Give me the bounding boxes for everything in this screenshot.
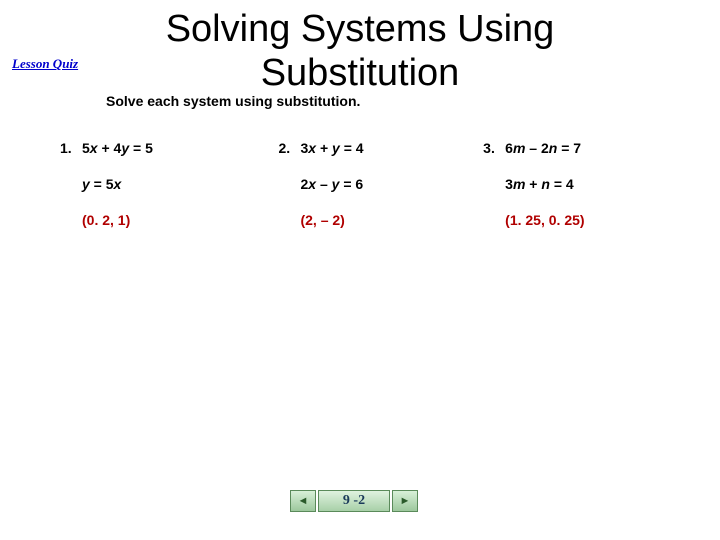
next-button[interactable]: ► [392,490,418,512]
problem-2: 2. 3x + y = 4 2x – y = 6 (2, – 2) [278,140,483,228]
problem-1-eq2: y = 5x [60,176,278,192]
equation: 5x + 4y = 5 [82,140,153,156]
prev-button[interactable]: ◄ [290,490,316,512]
problem-2-answer: (2, – 2) [278,212,483,228]
chevron-right-icon: ► [400,495,411,507]
problem-3-eq2: 3m + n = 4 [483,176,680,192]
chevron-left-icon: ◄ [298,495,309,507]
slide-number: 9 -2 [318,490,390,512]
equation: 2x – y = 6 [300,176,363,192]
problem-1-eq1: 1. 5x + 4y = 5 [60,140,278,156]
problem-number: 1. [60,140,82,156]
problem-1: 1. 5x + 4y = 5 y = 5x (0. 2, 1) [60,140,278,228]
problem-number: 3. [483,140,505,156]
problem-1-answer: (0. 2, 1) [60,212,278,228]
equation: 6m – 2n = 7 [505,140,581,156]
equation: 3m + n = 4 [505,176,574,192]
answer: (1. 25, 0. 25) [505,212,584,228]
problem-3: 3. 6m – 2n = 7 3m + n = 4 (1. 25, 0. 25) [483,140,680,228]
problem-2-eq2: 2x – y = 6 [278,176,483,192]
answer: (2, – 2) [300,212,344,228]
problem-number: 2. [278,140,300,156]
problem-3-eq1: 3. 6m – 2n = 7 [483,140,680,156]
slide-nav: ◄ 9 -2 ► [290,490,418,512]
problems-grid: 1. 5x + 4y = 5 y = 5x (0. 2, 1) 2. 3x + … [60,140,680,228]
title-line-2: Substitution [261,52,460,94]
problem-2-eq1: 2. 3x + y = 4 [278,140,483,156]
answer: (0. 2, 1) [82,212,130,228]
title-line-1: Solving Systems Using [166,8,555,50]
equation: y = 5x [82,176,121,192]
equation: 3x + y = 4 [300,140,363,156]
page-title: Solving Systems Using Substitution [0,8,720,95]
instruction-text: Solve each system using substitution. [106,93,360,109]
problem-3-answer: (1. 25, 0. 25) [483,212,680,228]
